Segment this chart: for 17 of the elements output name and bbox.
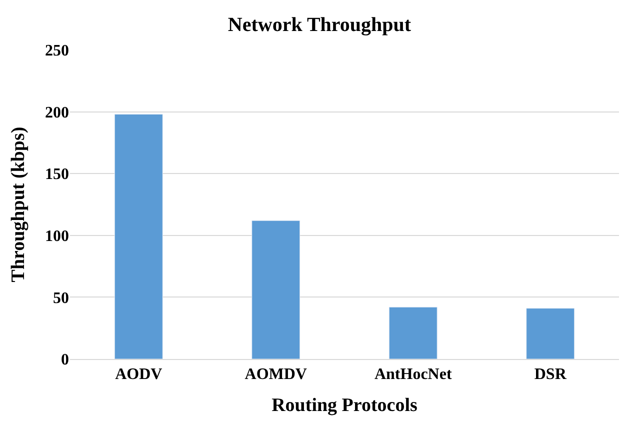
bar	[388, 306, 438, 359]
y-tick-label: 200	[45, 104, 69, 122]
x-tick-label: AODV	[115, 366, 163, 384]
y-tick-label: 150	[45, 166, 69, 184]
x-tick-label: DSR	[534, 366, 567, 384]
y-tick-label: 250	[45, 42, 69, 60]
y-tick-label: 100	[45, 228, 69, 245]
y-tick-label: 0	[61, 352, 69, 369]
x-tick-label: AOMDV	[244, 366, 308, 384]
bar	[114, 114, 163, 359]
y-tick-label: 50	[53, 290, 69, 307]
bar	[252, 220, 300, 359]
x-tick-label: AntHocNet	[374, 366, 452, 384]
bar	[526, 308, 575, 359]
x-axis-title: Routing Protocols	[272, 395, 418, 416]
y-axis-title: Throughput (kbps)	[8, 126, 29, 282]
chart-title: Network Throughput	[228, 14, 412, 36]
